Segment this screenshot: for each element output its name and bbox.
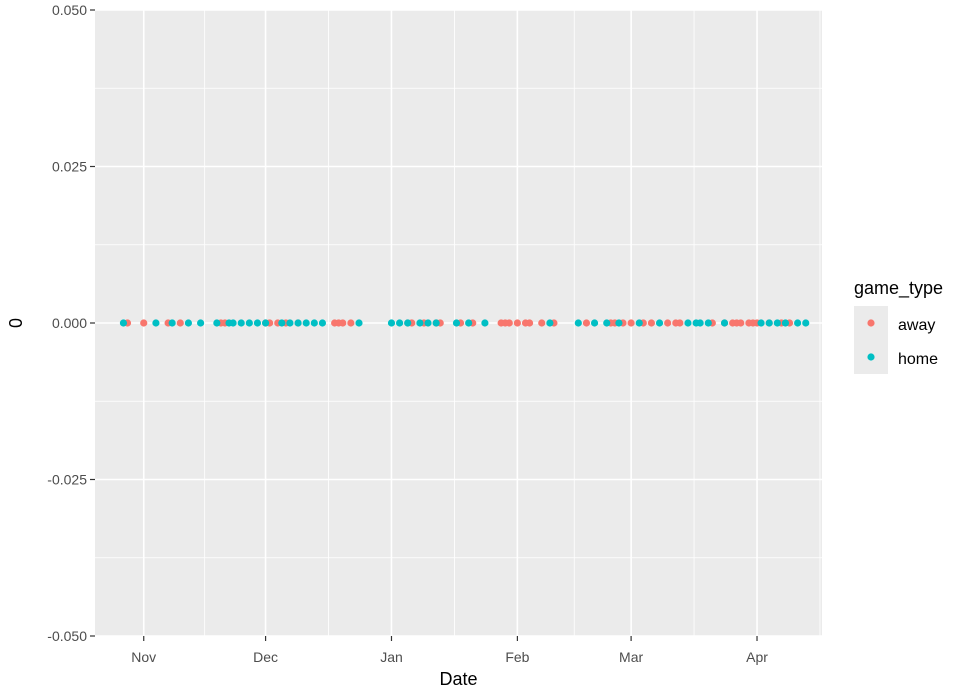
y-tick-label: -0.025 — [47, 472, 87, 488]
x-tick-label: Mar — [619, 649, 643, 665]
data-point-home — [635, 319, 643, 327]
y-tick-label: 0.025 — [52, 159, 87, 175]
data-point-home — [424, 319, 432, 327]
data-point-home — [404, 319, 412, 327]
x-tick-label: Feb — [505, 649, 529, 665]
data-point-home — [603, 319, 611, 327]
data-point-home — [387, 319, 396, 327]
x-tick-label: Apr — [746, 649, 768, 665]
data-point-away — [582, 319, 591, 327]
data-point-away — [664, 319, 672, 327]
data-point-home — [481, 319, 489, 327]
y-tick-label: 0.050 — [52, 2, 87, 18]
x-axis-title: Date — [439, 669, 477, 689]
data-point-home — [465, 319, 473, 327]
data-point-home — [213, 319, 221, 327]
data-point-home — [278, 319, 286, 327]
data-point-home — [119, 319, 128, 327]
data-point-home — [757, 319, 765, 327]
legend-swatch-home — [867, 353, 875, 361]
data-point-home — [245, 319, 253, 327]
data-point-away — [737, 319, 745, 327]
data-points — [119, 319, 810, 327]
y-axis-title: 0 — [6, 318, 26, 328]
legend-swatch-away — [867, 319, 875, 327]
data-point-home — [310, 319, 318, 327]
data-point-home — [794, 319, 802, 327]
data-point-home — [294, 319, 302, 327]
data-point-away — [339, 319, 347, 327]
x-tick-label: Jan — [380, 649, 403, 665]
data-point-home — [696, 319, 704, 327]
data-point-away — [627, 319, 635, 327]
data-point-home — [452, 319, 461, 327]
data-point-away — [347, 319, 355, 327]
data-point-home — [168, 319, 176, 327]
data-point-home — [546, 319, 554, 327]
data-point-home — [773, 319, 781, 327]
data-point-away — [176, 319, 184, 327]
data-point-home — [318, 319, 327, 327]
data-point-home — [590, 319, 599, 327]
data-point-away — [676, 319, 684, 327]
data-point-home — [432, 319, 440, 327]
data-point-home — [416, 319, 424, 327]
legend-label-home: home — [898, 351, 938, 368]
data-point-home — [684, 319, 692, 327]
data-point-home — [196, 319, 205, 327]
data-point-home — [355, 319, 363, 327]
x-tick-label: Nov — [131, 649, 156, 665]
x-tick-label: Dec — [253, 649, 278, 665]
legend-label-away: away — [898, 317, 935, 334]
data-point-home — [655, 319, 664, 327]
data-point-away — [647, 319, 656, 327]
data-point-home — [802, 319, 810, 327]
y-tick-label: 0.000 — [52, 315, 87, 331]
data-point-home — [302, 319, 310, 327]
data-point-away — [538, 319, 546, 327]
data-point-home — [237, 319, 245, 327]
data-point-home — [261, 319, 270, 327]
data-point-away — [505, 319, 513, 327]
data-point-home — [615, 319, 623, 327]
data-point-away — [140, 319, 148, 327]
y-axis: 0.050 0.025 0.000 -0.025 -0.050 — [47, 2, 95, 644]
legend: game_type away home — [854, 278, 943, 374]
data-point-home — [720, 319, 729, 327]
data-point-home — [184, 319, 193, 327]
data-point-home — [765, 319, 773, 327]
data-point-home — [229, 319, 237, 327]
data-point-away — [525, 319, 534, 327]
data-point-home — [781, 319, 790, 327]
data-point-home — [152, 319, 160, 327]
legend-title: game_type — [854, 278, 943, 299]
y-tick-label: -0.050 — [47, 628, 87, 644]
data-point-home — [704, 319, 712, 327]
major-grid — [95, 9, 822, 637]
x-axis: Nov Dec Jan Feb Mar Apr — [131, 636, 768, 665]
data-point-home — [253, 319, 262, 327]
data-point-away — [513, 319, 521, 327]
data-point-home — [574, 319, 582, 327]
data-point-home — [286, 319, 294, 327]
data-point-home — [396, 319, 404, 327]
